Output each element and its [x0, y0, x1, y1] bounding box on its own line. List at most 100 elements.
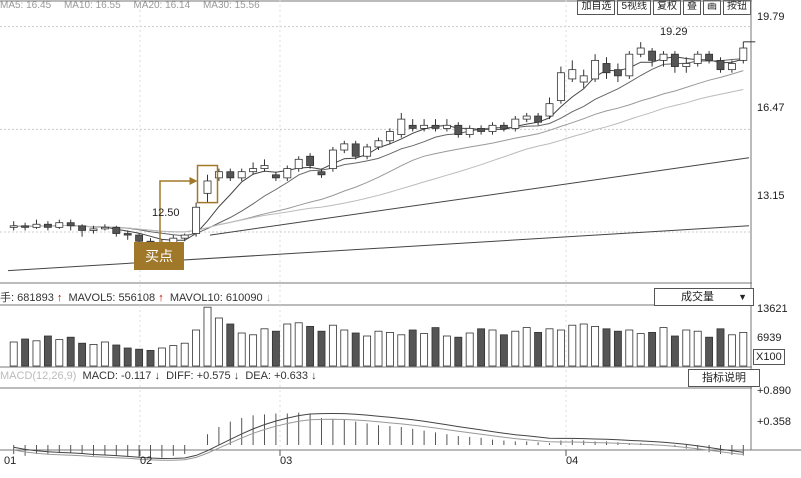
candle-body-61: [705, 53, 714, 61]
candle-body-19: [226, 171, 235, 179]
candle-59: [682, 57, 691, 73]
candle-body-38: [442, 124, 451, 129]
volume-bar-27: [317, 330, 326, 367]
candle-10: [123, 230, 132, 240]
macd-value: MACD: -0.117: [82, 370, 152, 382]
candle-63: [727, 60, 736, 73]
candle-body-45: [522, 115, 531, 120]
buy-arrow-line: [159, 180, 194, 242]
x-tick-03: 03: [280, 455, 293, 467]
candle-27: [317, 168, 326, 178]
candle-37: [431, 119, 440, 132]
volume-bar-23: [271, 330, 280, 367]
candle-body-48: [556, 72, 565, 101]
candle-body-24: [283, 168, 292, 179]
candle-body-60: [693, 53, 702, 64]
volume-bar-54: [625, 329, 634, 367]
candle-body-55: [636, 47, 645, 55]
dea-line: [13, 418, 744, 461]
volume-bar-15: [180, 342, 189, 367]
candle-body-0: [9, 225, 18, 228]
ma30-line: [13, 89, 744, 233]
ma10-label: MA10: 16.55: [63, 0, 121, 11]
candle-54: [625, 51, 634, 79]
candle-body-8: [100, 226, 109, 230]
volume-bar-1: [21, 338, 30, 367]
candle-body-35: [408, 124, 417, 129]
candle-body-15: [180, 234, 189, 239]
volume-bar-57: [659, 327, 668, 367]
candle-33: [385, 128, 394, 144]
candle-8: [100, 224, 109, 231]
volume-bar-43: [499, 334, 508, 367]
volume-bar-12: [146, 349, 155, 367]
candle-45: [522, 112, 531, 123]
candle-0: [9, 221, 18, 231]
volume-bar-62: [716, 328, 725, 367]
volume-bar-45: [522, 327, 531, 367]
candle-body-39: [454, 124, 463, 135]
candle-body-29: [340, 143, 349, 151]
candle-16: [192, 202, 201, 237]
price-tick-high: 19.79: [757, 11, 785, 23]
candle-58: [670, 51, 679, 73]
volume-bar-30: [351, 332, 360, 367]
ma-legend: MA5: 16.45 MA10: 16.55 MA20: 16.14 MA30:…: [0, 0, 752, 14]
candle-19: [226, 168, 235, 181]
candle-50: [579, 69, 588, 89]
candle-17: [203, 174, 212, 203]
candle-body-4: [55, 222, 64, 228]
dea-value: DEA: +0.633: [245, 370, 308, 382]
candle-47: [545, 97, 554, 120]
volume-bar-7: [89, 343, 98, 367]
candle-62: [716, 57, 725, 73]
candle-body-46: [534, 115, 543, 123]
indicator-help-button[interactable]: 指标说明: [688, 369, 760, 387]
volume-bar-18: [214, 317, 223, 367]
candle-body-59: [682, 63, 691, 67]
x-tick-01: 01: [4, 455, 17, 467]
volume-bar-50: [579, 323, 588, 367]
volume-bar-40: [465, 332, 474, 367]
candle-6: [78, 224, 87, 237]
candle-49: [568, 60, 577, 83]
volume-bar-39: [454, 336, 463, 367]
candle-18: [214, 168, 223, 181]
volume-select-label: 成交量: [681, 291, 714, 303]
candle-body-16: [192, 206, 201, 234]
volume-bar-61: [705, 336, 714, 367]
candle-body-9: [112, 226, 121, 234]
candle-55: [636, 42, 645, 58]
candle-body-7: [89, 228, 98, 231]
volume-bar-53: [613, 330, 622, 367]
volume-bar-17: [203, 306, 212, 367]
candle-34: [397, 112, 406, 138]
candle-28: [328, 146, 337, 172]
volume-bar-55: [636, 333, 645, 367]
candle-51: [591, 54, 600, 83]
volume-bar-13: [157, 347, 166, 367]
candle-body-37: [431, 124, 440, 129]
candle-35: [408, 119, 417, 132]
volume-bar-8: [100, 341, 109, 367]
volume-bars: [9, 306, 748, 367]
volume-indicator-select[interactable]: 成交量 ▼: [654, 288, 754, 306]
volume-bar-56: [648, 331, 657, 367]
candle-body-30: [351, 143, 360, 157]
candle-42: [488, 122, 497, 135]
high-price-label: 19.29: [660, 26, 688, 38]
candle-64: [739, 41, 748, 64]
candle-body-11: [135, 234, 144, 242]
toolbar-buttons: 加自选 5视线 复权 叠 画 按钮: [577, 0, 751, 15]
volume-bar-35: [408, 329, 417, 367]
candle-body-41: [477, 128, 486, 132]
candle-53: [613, 63, 622, 83]
candle-body-26: [306, 155, 315, 166]
macd-tick-high: +0.890: [757, 385, 791, 397]
ma20-line: [13, 70, 744, 233]
chevron-down-icon: ▼: [738, 292, 747, 302]
volume-tick-mid: 6939: [757, 332, 782, 344]
candle-41: [477, 125, 486, 135]
